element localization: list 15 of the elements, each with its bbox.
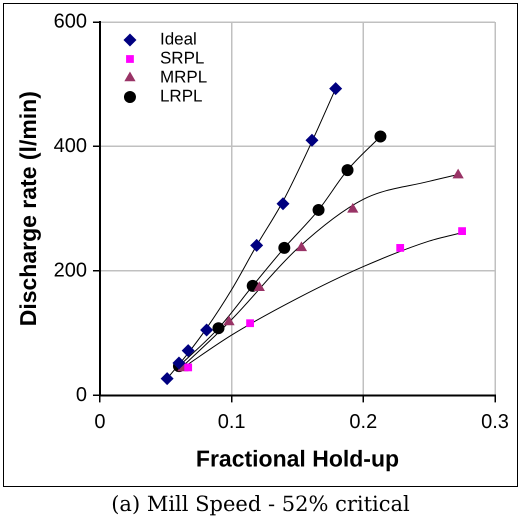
x-tick-label: 0.2 xyxy=(349,410,378,433)
x-tick-label: 0.1 xyxy=(218,410,246,433)
y-axis-title: Discharge rate (l/min) xyxy=(15,91,42,326)
x-tick-label: 0.3 xyxy=(481,410,509,433)
legend-label: MRPL xyxy=(160,68,208,87)
x-axis-title: Fractional Hold-up xyxy=(196,446,400,472)
legend-label: SRPL xyxy=(160,48,204,68)
legend-label: Ideal xyxy=(160,30,197,49)
y-tick-label: 600 xyxy=(54,10,87,33)
x-tick-label: 0 xyxy=(94,410,106,433)
y-tick-label: 400 xyxy=(54,134,87,157)
text: (a) Mill Speed - 52% critical xyxy=(110,492,411,516)
y-tick-label: 200 xyxy=(54,259,87,282)
legend-label: LRPL xyxy=(160,86,202,106)
y-tick-label: 0 xyxy=(76,384,87,406)
